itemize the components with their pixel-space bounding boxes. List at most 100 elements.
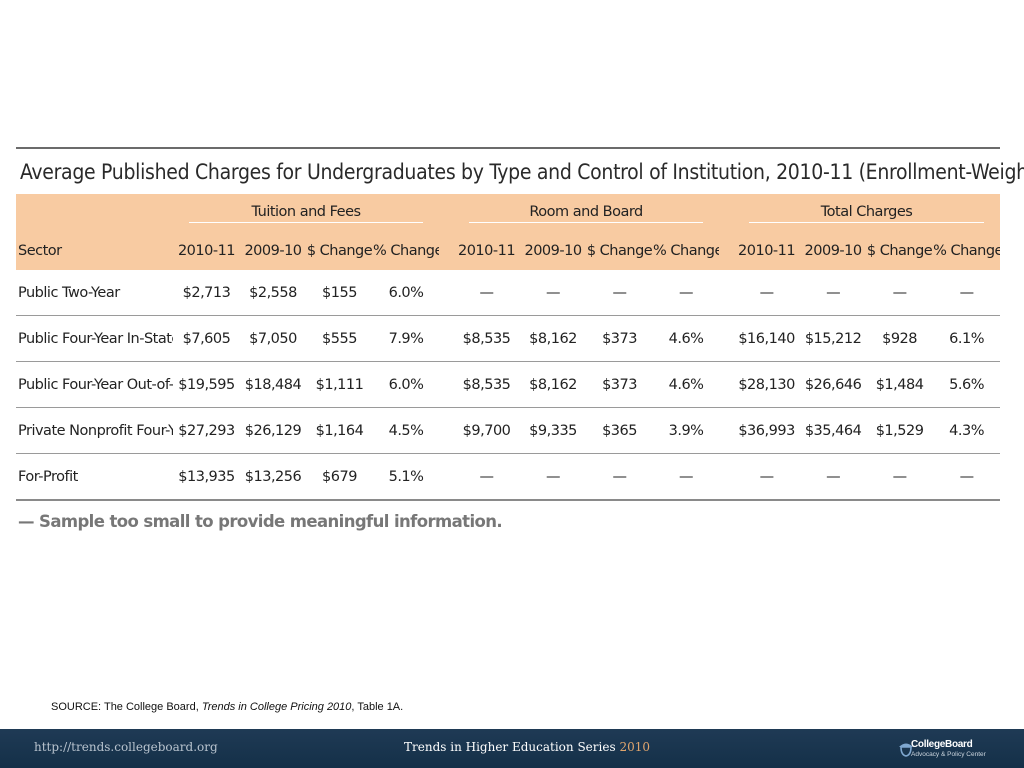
table-cell: $679 bbox=[306, 453, 373, 501]
table-cell: 6.0% bbox=[373, 270, 440, 316]
table-cell: — bbox=[653, 270, 720, 316]
group-header-blank bbox=[16, 194, 173, 232]
table-cell: $36,993 bbox=[733, 407, 801, 454]
table-row: Public Four-Year Out-of-State $19,595 $1… bbox=[16, 361, 1001, 408]
table-row: Private Nonprofit Four-Year $27,293 $26,… bbox=[16, 407, 1001, 454]
table-row: Public Four-Year In-State $7,605 $7,050 … bbox=[16, 315, 1001, 362]
table-cell: $26,646 bbox=[800, 361, 867, 408]
column-header-percent-change: % Change bbox=[373, 232, 440, 270]
table-row: For-Profit $13,935 $13,256 $679 5.1% — —… bbox=[16, 453, 1001, 501]
table-cell: $7,050 bbox=[240, 315, 306, 362]
sector-cell: Public Four-Year In-State bbox=[16, 315, 173, 362]
table-cell: $8,535 bbox=[453, 315, 521, 362]
table-cell: $1,484 bbox=[866, 361, 934, 408]
column-header-dollar-change: $ Change bbox=[866, 232, 934, 270]
table-cell: $555 bbox=[306, 315, 373, 362]
table-cell: — bbox=[866, 270, 934, 316]
table-cell: — bbox=[933, 453, 1001, 501]
column-header-percent-change: % Change bbox=[653, 232, 720, 270]
table-cell: 3.9% bbox=[653, 407, 720, 454]
source-citation: SOURCE: The College Board, Trends in Col… bbox=[51, 701, 403, 713]
table-cell: $9,700 bbox=[453, 407, 521, 454]
table-cell: — bbox=[733, 270, 801, 316]
table-row: Public Two-Year $2,713 $2,558 $155 6.0% … bbox=[16, 270, 1001, 316]
column-header-sector: Sector bbox=[16, 232, 173, 270]
table-cell: — bbox=[520, 270, 587, 316]
table-cell: $13,256 bbox=[240, 453, 306, 501]
table-cell: — bbox=[800, 453, 867, 501]
table-cell: — bbox=[586, 270, 654, 316]
logo-name: CollegeBoard bbox=[911, 739, 973, 750]
table-cell: $26,129 bbox=[240, 407, 306, 454]
table-cell: 4.6% bbox=[653, 315, 720, 362]
footer-series-year: 2010 bbox=[619, 740, 650, 754]
table-cell: 4.5% bbox=[373, 407, 440, 454]
group-header-tuition: Tuition and Fees bbox=[173, 194, 440, 232]
column-header-year-prior: 2009-10 bbox=[240, 232, 306, 270]
table-cell: 6.1% bbox=[933, 315, 1001, 362]
table-cell: — bbox=[453, 453, 521, 501]
footer-series: Trends in Higher Education Series 2010 bbox=[404, 740, 650, 754]
table-cell: $7,605 bbox=[173, 315, 240, 362]
table-cell: $27,293 bbox=[173, 407, 240, 454]
table-cell: $155 bbox=[306, 270, 373, 316]
table-cell: $1,164 bbox=[306, 407, 373, 454]
table-cell: $28,130 bbox=[733, 361, 801, 408]
source-suffix: , Table 1A. bbox=[351, 701, 404, 713]
footer-bar: http://trends.collegeboard.org Trends in… bbox=[0, 729, 1024, 768]
logo-subtitle: Advocacy & Policy Center bbox=[911, 751, 986, 758]
collegeboard-logo: CollegeBoard Advocacy & Policy Center bbox=[896, 736, 1020, 762]
table-cell: $8,162 bbox=[520, 315, 587, 362]
column-header-year-prior: 2009-10 bbox=[800, 232, 867, 270]
footer-url-link[interactable]: http://trends.collegeboard.org bbox=[34, 740, 218, 754]
table-cell: 7.9% bbox=[373, 315, 440, 362]
table-cell: $2,713 bbox=[173, 270, 240, 316]
table-cell: 4.3% bbox=[933, 407, 1001, 454]
table-cell: $1,111 bbox=[306, 361, 373, 408]
table-cell: 4.6% bbox=[653, 361, 720, 408]
charges-table: Tuition and Fees Room and Board Total Ch… bbox=[16, 194, 1001, 501]
table-cell: — bbox=[453, 270, 521, 316]
table-cell: — bbox=[800, 270, 867, 316]
column-header-dollar-change: $ Change bbox=[586, 232, 654, 270]
table-cell: $365 bbox=[586, 407, 654, 454]
table-cell: 6.0% bbox=[373, 361, 440, 408]
table-cell: $9,335 bbox=[520, 407, 587, 454]
table-cell: — bbox=[933, 270, 1001, 316]
table-cell: $2,558 bbox=[240, 270, 306, 316]
table-cell: $1,529 bbox=[866, 407, 934, 454]
table-cell: — bbox=[520, 453, 587, 501]
group-header-room: Room and Board bbox=[453, 194, 720, 232]
footnote: — Sample too small to provide meaningful… bbox=[18, 512, 503, 531]
sector-cell: Public Two-Year bbox=[16, 270, 173, 316]
table-cell: $373 bbox=[586, 361, 654, 408]
table-cell: — bbox=[653, 453, 720, 501]
sector-cell: For-Profit bbox=[16, 453, 173, 501]
table-cell: $16,140 bbox=[733, 315, 801, 362]
column-header-year-current: 2010-11 bbox=[733, 232, 801, 270]
table-cell: — bbox=[733, 453, 801, 501]
footer-series-name: Trends in Higher Education Series bbox=[404, 740, 616, 754]
table-cell: $373 bbox=[586, 315, 654, 362]
source-prefix: SOURCE: The College Board, bbox=[51, 701, 202, 713]
table-cell: — bbox=[866, 453, 934, 501]
table-cell: 5.6% bbox=[933, 361, 1001, 408]
table-cell: 5.1% bbox=[373, 453, 440, 501]
group-header-row: Tuition and Fees Room and Board Total Ch… bbox=[16, 194, 1001, 232]
table-cell: $15,212 bbox=[800, 315, 867, 362]
sector-cell: Private Nonprofit Four-Year bbox=[16, 407, 173, 454]
column-header-dollar-change: $ Change bbox=[306, 232, 373, 270]
acorn-logo-icon bbox=[899, 743, 913, 757]
column-header-year-prior: 2009-10 bbox=[520, 232, 587, 270]
table-cell: $8,162 bbox=[520, 361, 587, 408]
top-rule bbox=[16, 147, 1000, 149]
source-publication: Trends in College Pricing 2010 bbox=[201, 701, 352, 713]
table-cell: $18,484 bbox=[240, 361, 306, 408]
table-title: Average Published Charges for Undergradu… bbox=[20, 160, 1024, 184]
sector-cell: Public Four-Year Out-of-State bbox=[16, 361, 173, 408]
table-cell: $13,935 bbox=[173, 453, 240, 501]
column-header-row: Sector 2010-11 2009-10 $ Change % Change… bbox=[16, 232, 1001, 270]
column-header-year-current: 2010-11 bbox=[453, 232, 521, 270]
table-cell: $19,595 bbox=[173, 361, 240, 408]
